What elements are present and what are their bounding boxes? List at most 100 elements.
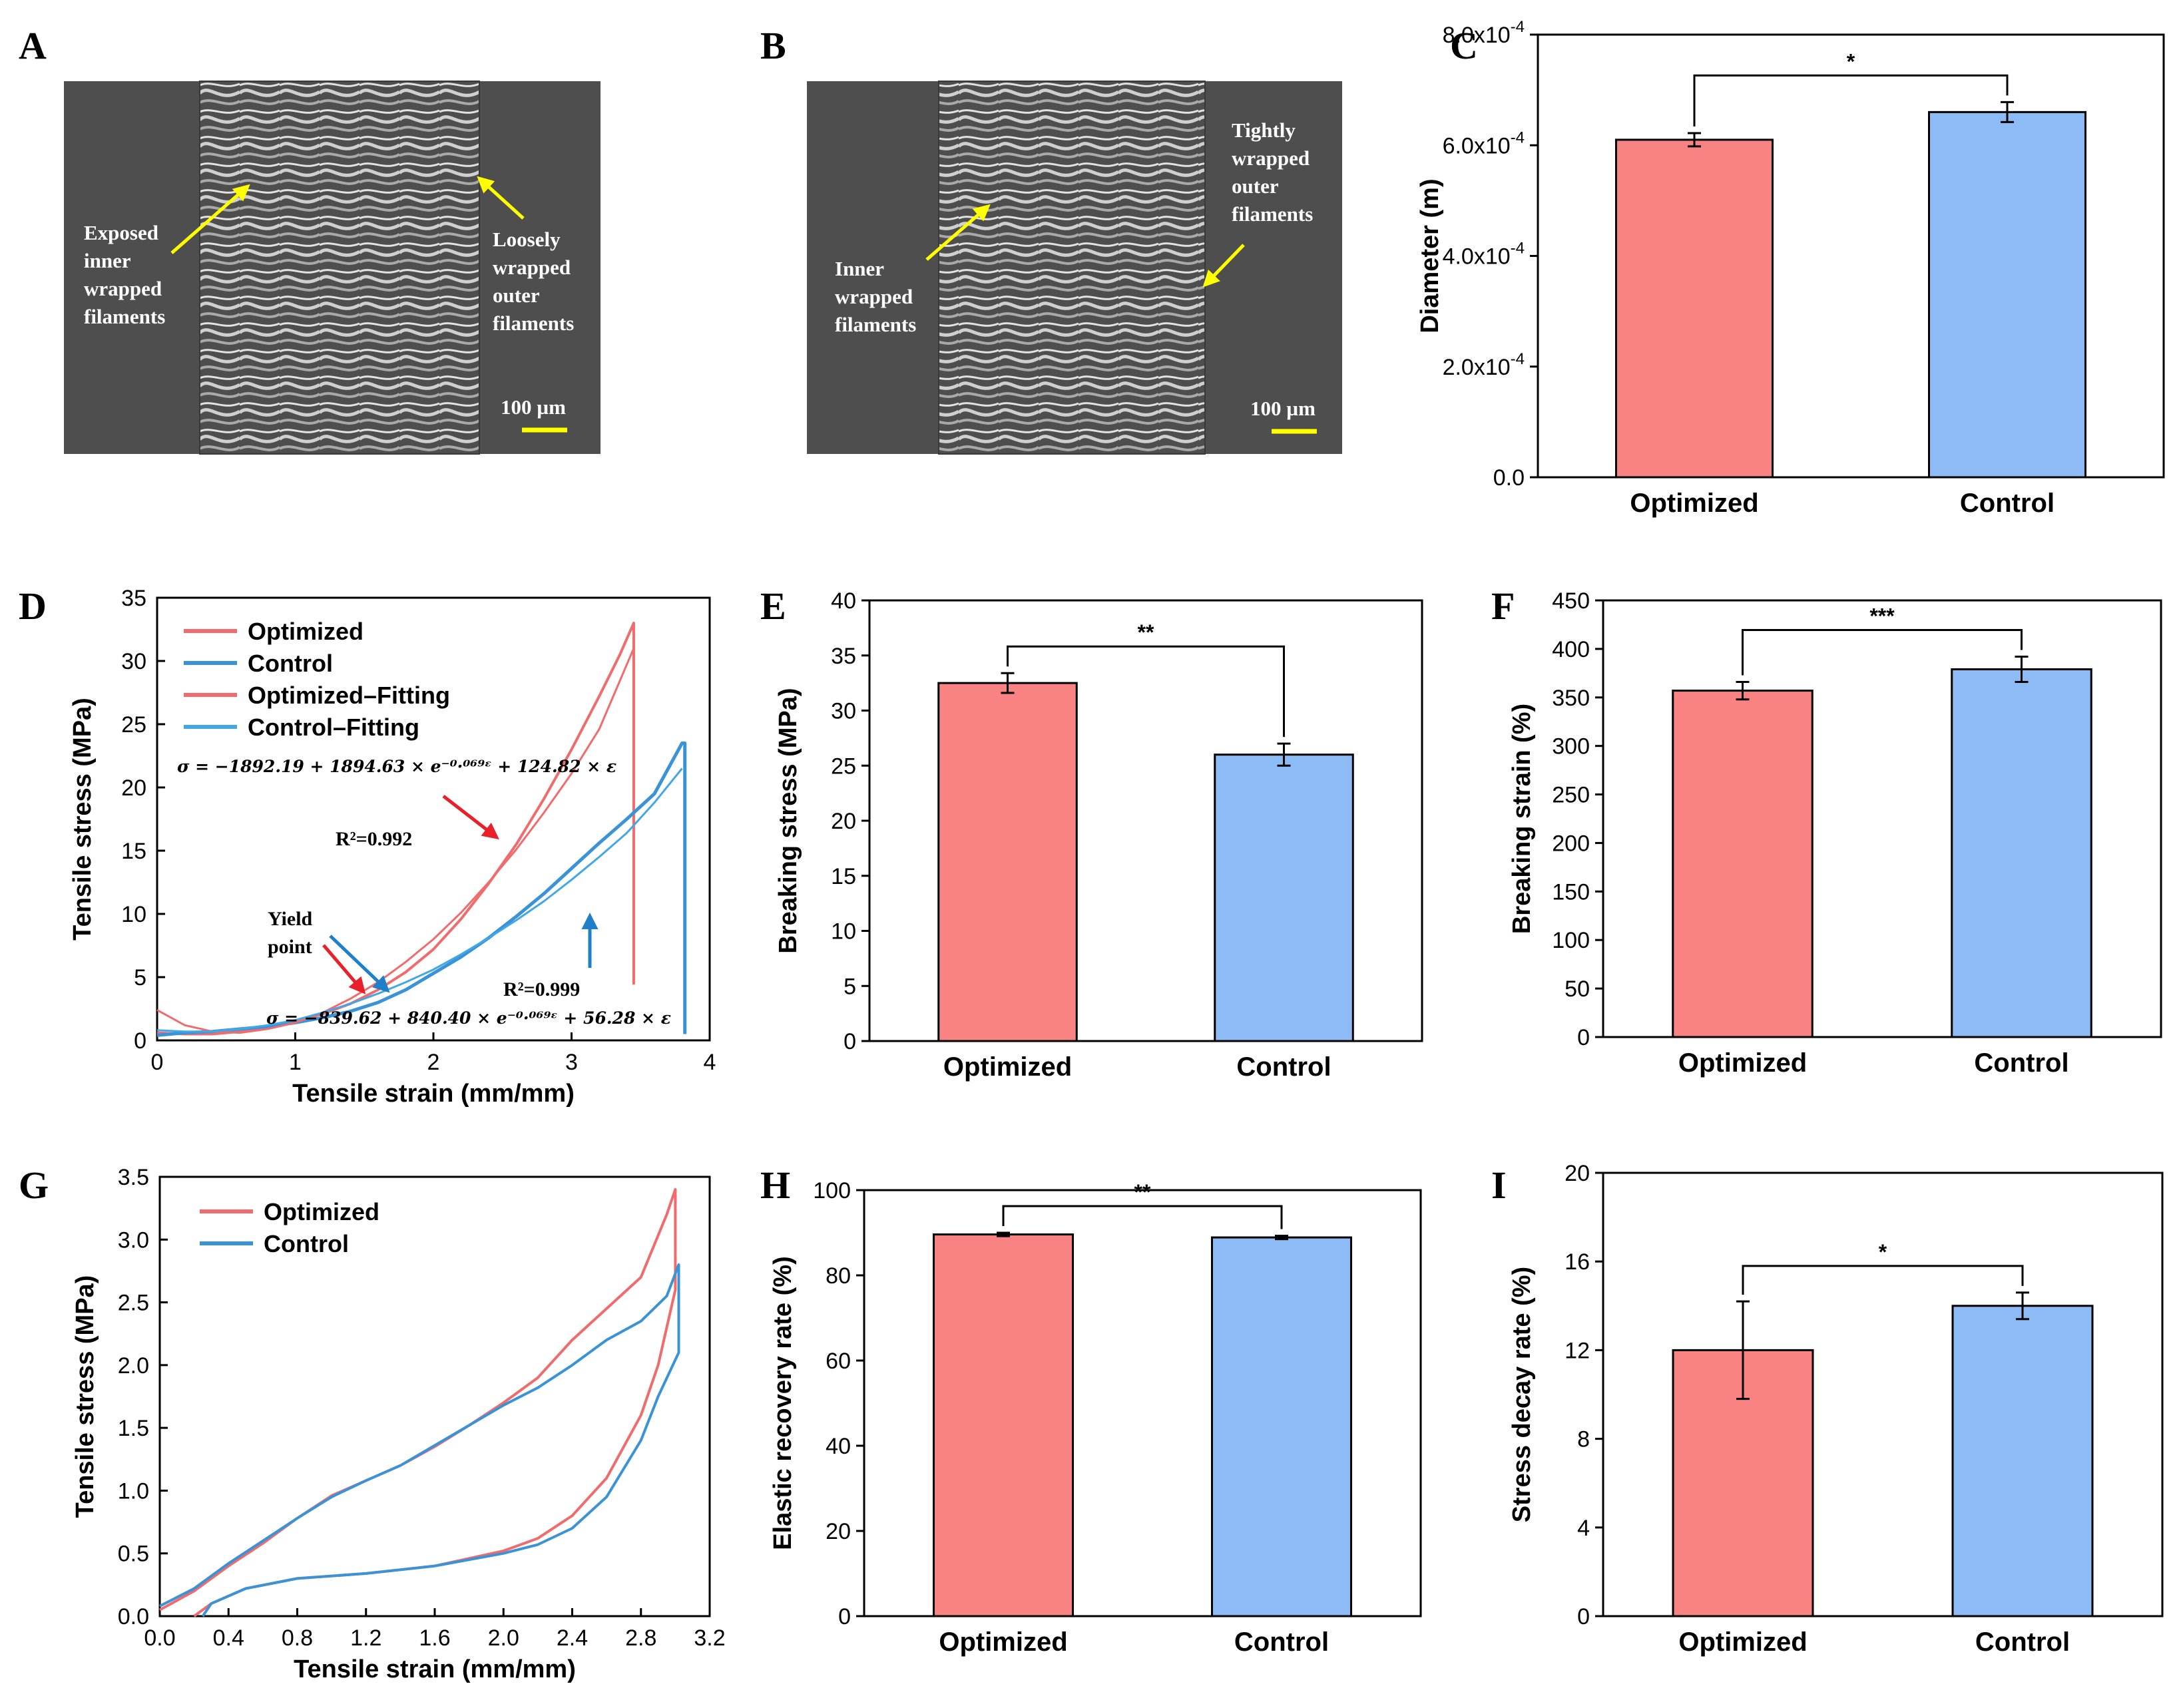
bar-control <box>1929 112 2086 477</box>
y-tick-label: 4 <box>1577 1516 1590 1541</box>
y-tick-label: 20 <box>1565 1161 1590 1186</box>
y-tick-label: 400 <box>1552 637 1590 662</box>
panel-label-a: A <box>19 24 47 67</box>
x-tick-label: 0.8 <box>282 1625 313 1651</box>
bar-control <box>1212 1237 1351 1616</box>
y-tick-label: 0 <box>844 1029 856 1054</box>
panel-label-b: B <box>760 24 786 67</box>
y-tick-label: 25 <box>831 753 856 779</box>
y-tick-label: 1.5 <box>118 1416 149 1441</box>
y-tick-label: 25 <box>121 712 146 738</box>
note-right-line: filaments <box>493 312 574 335</box>
significance-marker: * <box>1879 1240 1887 1264</box>
note-right-line: wrapped <box>493 256 571 279</box>
legend-label: Control <box>248 650 333 677</box>
legend-label: Optimized <box>264 1198 379 1225</box>
significance-marker: * <box>1847 49 1855 73</box>
y-tick-label: 0 <box>1577 1604 1590 1629</box>
y-tick-label: 40 <box>826 1434 851 1459</box>
y-axis-label: Breaking stress (MPa) <box>774 688 802 953</box>
y-tick-label: 40 <box>831 588 856 614</box>
panel-label-g: G <box>19 1164 49 1207</box>
y-tick-label: 2.0 <box>118 1353 149 1379</box>
category-label: Optimized <box>1678 1048 1807 1078</box>
y-tick-label: 35 <box>831 644 856 669</box>
x-tick-label: 1 <box>289 1050 302 1075</box>
legend-label: Optimized–Fitting <box>248 682 450 709</box>
x-tick-label: 1.6 <box>419 1625 450 1651</box>
y-axis-label: Breaking strain (%) <box>1508 704 1536 934</box>
y-tick-label: 2.5 <box>118 1291 149 1316</box>
legend-label: Control <box>264 1230 349 1257</box>
series-line-control <box>157 744 685 1036</box>
y-tick-label: 35 <box>121 586 146 611</box>
y-axis-label: Tensile stress (MPa) <box>71 1275 99 1518</box>
chart-i-stress-decay: 0 4 8 12 16 20 Optimized Control * Stress decay r… <box>1508 1161 2162 1657</box>
note-left-line: wrapped <box>84 277 162 300</box>
chart-h-elastic-recovery: 020406080100Optimized Control**Elastic re… <box>769 1178 1421 1657</box>
y-tick-label: 8 <box>1577 1427 1590 1452</box>
r-squared-optimized: R²=0.992 <box>336 828 412 850</box>
category-label: Control <box>1974 1048 2068 1078</box>
y-tick-label: 5 <box>844 974 856 999</box>
category-label: Optimized <box>939 1627 1067 1657</box>
category-label: Optimized <box>1678 1627 1807 1657</box>
y-axis-label: Tensile stress (MPa) <box>69 698 97 941</box>
y-tick-label: 20 <box>826 1519 851 1544</box>
figure-canvas: A B C D E F G H I Exposed inner wrapped … <box>0 0 2177 1708</box>
y-tick-label: 10 <box>121 902 146 927</box>
fit-equation-optimized: σ = −1892.19 + 1894.63 × e⁻⁰·⁰⁶⁹ᵋ + 124.… <box>177 757 616 776</box>
significance-bracket <box>1743 1266 2023 1295</box>
bar-control <box>1953 1306 2092 1616</box>
category-label: Control <box>1975 1627 2070 1657</box>
y-tick-label: 450 <box>1552 588 1590 614</box>
y-tick-label: 100 <box>813 1178 851 1203</box>
y-tick-label: 12 <box>1565 1338 1590 1363</box>
panel-label-f: F <box>1491 584 1515 628</box>
note-right-line: Loosely <box>493 228 561 251</box>
significance-marker: ** <box>1138 620 1154 644</box>
y-tick-label: 30 <box>121 649 146 674</box>
x-tick-label: 4 <box>704 1050 716 1075</box>
y-tick-label: 350 <box>1552 686 1590 711</box>
bar-optimized <box>934 1235 1073 1616</box>
yield-label: point <box>268 936 312 958</box>
significance-bracket <box>1003 1206 1282 1229</box>
red-arrow <box>443 796 497 837</box>
y-tick-label: 60 <box>826 1349 851 1374</box>
note-left-line: filaments <box>84 305 165 328</box>
note-right-line: Tightly <box>1232 118 1296 142</box>
bar-optimized <box>939 683 1077 1041</box>
significance-marker: *** <box>1869 604 1895 628</box>
x-tick-label: 3 <box>565 1050 578 1075</box>
series-line-control <box>160 1265 679 1616</box>
y-tick-label: 10 <box>831 919 856 945</box>
note-right-line: wrapped <box>1232 146 1310 170</box>
bar-control <box>1952 670 2092 1037</box>
y-tick-label: 50 <box>1565 976 1590 1002</box>
chart-g-cyclic: 0.0 0.4 0.8 1.2 1.6 2.0 2.4 2.8 3.20.00.51.01.52… <box>71 1165 726 1683</box>
y-tick-label: 0.0 <box>1493 465 1525 491</box>
x-tick-label: 1.2 <box>350 1625 381 1651</box>
y-tick-label: 3.5 <box>118 1165 149 1190</box>
fit-equation-control: σ = −839.62 + 840.40 × e⁻⁰·⁰⁶⁹ᵋ + 56.28 … <box>266 1008 671 1028</box>
y-tick-label: 3.0 <box>118 1227 149 1253</box>
y-tick-label: 5 <box>134 965 146 990</box>
y-tick-label: 20 <box>121 775 146 801</box>
y-tick-label: 2.0x10-4 <box>1443 350 1525 380</box>
legend-label: Control–Fitting <box>248 714 419 741</box>
y-axis-label: Stress decay rate (%) <box>1508 1267 1536 1522</box>
significance-marker: ** <box>1134 1180 1151 1204</box>
note-left-line: Inner <box>835 257 884 280</box>
bar-control <box>1215 755 1353 1041</box>
y-axis-label: Diameter (m) <box>1416 178 1444 333</box>
category-label: Optimized <box>1630 489 1758 518</box>
chart-f-breaking-strain: 0 50 100 150 200 250 300 350 400 450 Optimized Cont… <box>1508 588 2161 1078</box>
yield-label: Yield <box>268 908 313 930</box>
y-tick-label: 6.0x10-4 <box>1443 128 1525 158</box>
y-tick-label: 100 <box>1552 928 1590 953</box>
bar-optimized <box>1616 140 1773 477</box>
x-tick-label: 2.8 <box>625 1625 656 1651</box>
x-tick-label: 2.4 <box>557 1625 588 1651</box>
y-tick-label: 8.0x10-4 <box>1443 18 1525 48</box>
